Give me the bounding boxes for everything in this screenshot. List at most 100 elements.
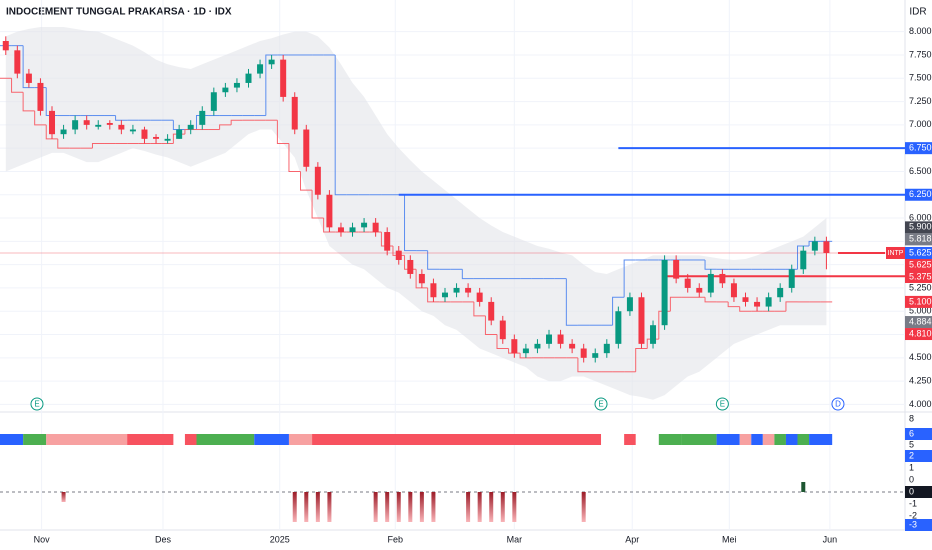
step-line: [300, 171, 313, 191]
candle-body: [742, 297, 749, 302]
event-label: E: [34, 400, 39, 409]
candle-body: [546, 334, 553, 344]
histogram-bar: [292, 492, 297, 522]
step-line: [577, 357, 590, 373]
y-tick-label: 5.000: [909, 306, 932, 316]
state-segment: [774, 434, 786, 445]
step-line: [496, 334, 509, 349]
candle-body: [164, 138, 171, 141]
candle-body: [129, 129, 136, 132]
candle-body: [800, 250, 807, 270]
step-line: [311, 190, 324, 219]
candle-body: [626, 297, 633, 312]
candle-body: [314, 166, 321, 195]
step-line: [635, 348, 648, 372]
x-tick-label: Jun: [823, 534, 838, 544]
candle-body: [187, 124, 194, 130]
y-tick-label: 7.000: [909, 119, 932, 129]
price-tag: [905, 188, 932, 201]
histogram-bar: [408, 492, 413, 522]
y-tick-label: 7.250: [909, 96, 932, 106]
candle-body: [407, 259, 414, 274]
step-line: [461, 269, 474, 280]
histogram-bar: [327, 492, 332, 522]
state-segment: [312, 434, 602, 445]
step-line: [484, 315, 497, 336]
step-line: [565, 278, 578, 326]
step-line: [184, 129, 197, 135]
price-tag: [905, 270, 932, 283]
state-segment: [46, 434, 128, 445]
event-label: E: [720, 400, 725, 409]
candle-body: [106, 123, 113, 125]
step-line: [612, 296, 625, 326]
step-line: [230, 119, 243, 125]
indicator-label: 0: [909, 486, 914, 496]
candle-body: [222, 87, 229, 93]
step-line: [415, 269, 428, 289]
indicator-label: 8: [909, 413, 914, 423]
price-tag: [905, 295, 932, 308]
y-tick-label: 4.250: [909, 375, 932, 385]
event-marker: [715, 397, 729, 411]
state-segment: [288, 434, 313, 445]
candle-body: [684, 278, 691, 288]
y-tick-label: 8.000: [909, 26, 932, 36]
candle-body: [233, 82, 240, 88]
band-fill: [5, 27, 827, 400]
step-line: [519, 353, 532, 359]
y-tick-label: 6.500: [909, 166, 932, 176]
indicator-label: -1: [909, 498, 917, 508]
candle-body: [476, 292, 483, 302]
histogram-bar: [315, 492, 320, 522]
state-segment: [762, 434, 775, 445]
candle-body: [615, 311, 622, 344]
indicator-label: 2: [909, 450, 914, 460]
symbol-tag-label: INTP: [888, 250, 904, 257]
price-tag: [905, 142, 932, 155]
price-tag-label: 5.375: [909, 271, 932, 281]
chart-title: INDOCEMENT TUNGGAL PRAKARSA · 1D · IDX: [6, 7, 232, 18]
candle-body: [60, 129, 67, 135]
histogram-bar: [419, 492, 424, 522]
price-tag-label: 5.818: [909, 234, 932, 244]
price-tag: [905, 246, 932, 259]
indicator-tag: [905, 486, 932, 498]
price-tag: [905, 328, 932, 341]
price-tag-label: 4.884: [909, 316, 932, 326]
state-segment: [658, 434, 682, 445]
indicator-label: 0: [909, 474, 914, 484]
indicator-label: -2: [909, 510, 917, 520]
histogram-bar: [385, 492, 390, 522]
price-tag-label: 6.750: [909, 143, 932, 153]
step-line: [623, 259, 636, 298]
histogram-bar: [431, 492, 436, 522]
step-line: [473, 301, 486, 317]
indicator-tag: [905, 428, 932, 440]
step-line: [669, 296, 682, 312]
histogram-bar: [396, 492, 401, 522]
candle-body: [141, 129, 148, 139]
indicator-label: -3: [909, 519, 917, 529]
histogram-bar: [500, 492, 505, 522]
candle-body: [72, 120, 79, 130]
y-tick-label: 4.000: [909, 399, 932, 409]
indicator-tag: [905, 519, 932, 531]
state-segment: [196, 434, 255, 445]
step-line: [334, 54, 347, 196]
candle-body: [153, 136, 160, 139]
candle-body: [499, 320, 506, 340]
x-tick-label: Des: [155, 534, 172, 544]
step-line: [288, 143, 301, 172]
candle-body: [83, 120, 90, 125]
step-line: [727, 301, 740, 308]
candle-body: [465, 287, 472, 293]
step-line: [276, 120, 289, 144]
step-line: [785, 301, 798, 312]
step-line: [22, 45, 35, 89]
state-segment: [254, 434, 289, 445]
histogram-bar: [304, 492, 309, 522]
histogram-bar: [512, 492, 517, 522]
candle-body: [650, 325, 657, 344]
